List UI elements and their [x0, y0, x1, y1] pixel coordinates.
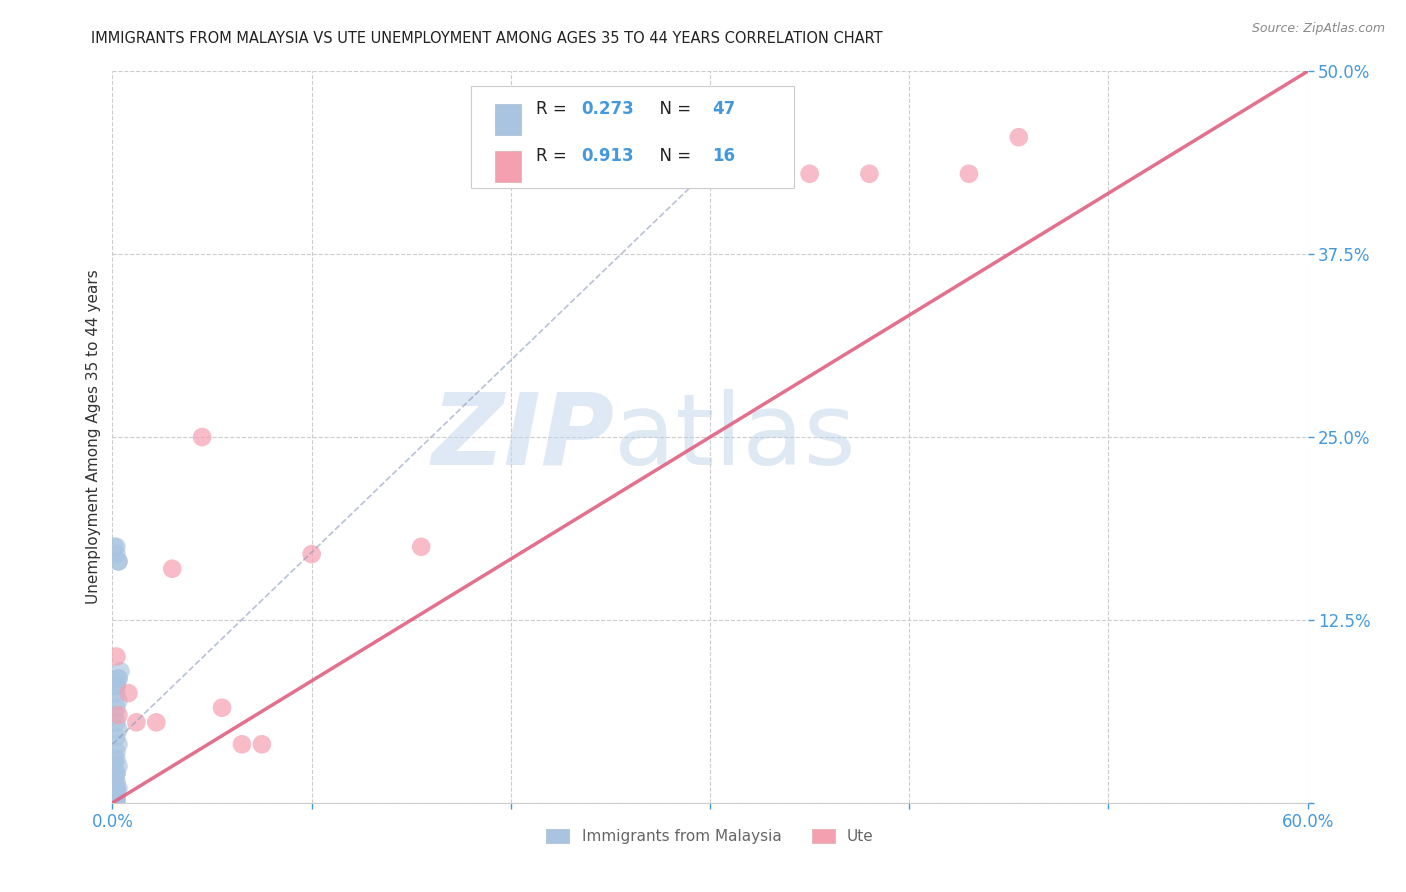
Point	[103, 796, 125, 810]
Point	[103, 540, 125, 554]
Point	[105, 752, 128, 766]
Point	[107, 554, 129, 568]
Point	[107, 737, 129, 751]
Point	[105, 766, 128, 780]
Bar	[495, 152, 522, 182]
Point	[105, 781, 128, 796]
Point	[105, 547, 128, 561]
Point	[117, 686, 139, 700]
Point	[105, 791, 128, 805]
Point	[105, 773, 128, 788]
Point	[125, 715, 148, 730]
Point	[103, 708, 125, 723]
Point	[103, 766, 125, 780]
Point	[105, 794, 128, 808]
Point	[107, 781, 129, 796]
Point	[301, 547, 323, 561]
Point	[105, 540, 128, 554]
FancyBboxPatch shape	[471, 86, 793, 188]
Text: ZIP: ZIP	[432, 389, 614, 485]
Point	[107, 723, 129, 737]
Point	[105, 781, 128, 796]
Point	[105, 789, 128, 803]
Legend: Immigrants from Malaysia, Ute: Immigrants from Malaysia, Ute	[540, 822, 880, 850]
Text: 47: 47	[713, 100, 735, 118]
Point	[103, 794, 125, 808]
Point	[110, 664, 132, 678]
Point	[105, 766, 128, 780]
Point	[105, 679, 128, 693]
Point	[162, 562, 183, 576]
Y-axis label: Unemployment Among Ages 35 to 44 years: Unemployment Among Ages 35 to 44 years	[86, 269, 101, 605]
Point	[105, 700, 128, 714]
Point	[957, 167, 980, 181]
Text: 0.913: 0.913	[581, 147, 634, 166]
Text: 0.273: 0.273	[581, 100, 634, 118]
Text: N =: N =	[650, 100, 696, 118]
Bar	[495, 103, 522, 135]
Point	[107, 759, 129, 773]
Point	[107, 708, 129, 723]
Text: Source: ZipAtlas.com: Source: ZipAtlas.com	[1251, 22, 1385, 36]
Point	[105, 649, 128, 664]
Point	[145, 715, 167, 730]
Point	[1008, 130, 1031, 145]
Point	[103, 784, 125, 798]
Text: R =: R =	[536, 147, 572, 166]
Point	[105, 715, 128, 730]
Point	[103, 759, 125, 773]
Point	[103, 752, 125, 766]
Point	[103, 793, 125, 807]
Text: N =: N =	[650, 147, 696, 166]
Point	[799, 167, 821, 181]
Point	[103, 794, 125, 808]
Point	[105, 793, 128, 807]
Point	[103, 791, 125, 805]
Point	[107, 672, 129, 686]
Point	[105, 679, 128, 693]
Point	[103, 773, 125, 788]
Point	[105, 784, 128, 798]
Point	[103, 789, 125, 803]
Text: 16: 16	[713, 147, 735, 166]
Point	[107, 554, 129, 568]
Point	[105, 745, 128, 759]
Point	[191, 430, 214, 444]
Point	[105, 686, 128, 700]
Point	[103, 794, 125, 808]
Point	[411, 540, 433, 554]
Point	[103, 787, 125, 801]
Point	[105, 730, 128, 744]
Point	[103, 796, 125, 810]
Point	[231, 737, 253, 751]
Point	[107, 672, 129, 686]
Point	[858, 167, 880, 181]
Text: IMMIGRANTS FROM MALAYSIA VS UTE UNEMPLOYMENT AMONG AGES 35 TO 44 YEARS CORRELATI: IMMIGRANTS FROM MALAYSIA VS UTE UNEMPLOY…	[91, 31, 883, 46]
Text: atlas: atlas	[614, 389, 856, 485]
Point	[250, 737, 273, 751]
Point	[103, 789, 125, 804]
Text: R =: R =	[536, 100, 572, 118]
Point	[107, 693, 129, 707]
Point	[211, 700, 233, 714]
